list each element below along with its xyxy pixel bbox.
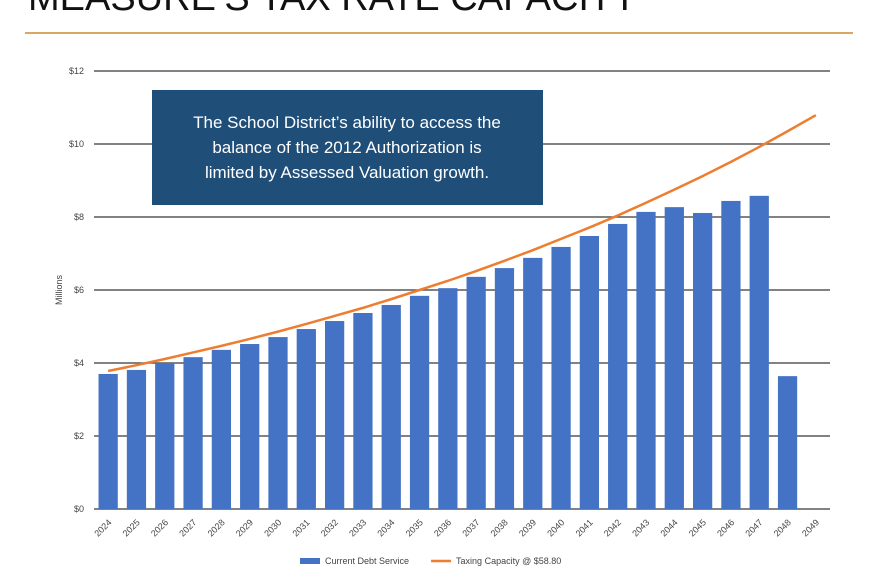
bar bbox=[296, 329, 316, 509]
bar bbox=[777, 376, 798, 509]
bar bbox=[466, 276, 486, 509]
bar bbox=[438, 288, 458, 509]
bar bbox=[381, 304, 401, 509]
bar bbox=[126, 369, 147, 509]
bar bbox=[523, 257, 543, 509]
y-tick-label: $6 bbox=[74, 285, 84, 295]
bar bbox=[324, 321, 345, 509]
annotation-text: balance of the 2012 Authorization is bbox=[212, 138, 481, 157]
bar bbox=[749, 195, 769, 509]
y-axis-label: Millions bbox=[54, 275, 64, 306]
bar bbox=[551, 246, 571, 509]
bar bbox=[721, 200, 741, 509]
y-tick-label: $2 bbox=[74, 431, 84, 441]
annotation-text: The School District’s ability to access … bbox=[193, 113, 501, 132]
bar bbox=[211, 349, 232, 509]
annotation-box bbox=[152, 90, 543, 205]
annotation-text: limited by Assessed Valuation growth. bbox=[205, 163, 489, 182]
bar bbox=[409, 295, 430, 509]
bar bbox=[636, 211, 656, 509]
bar bbox=[183, 357, 203, 509]
y-tick-label: $12 bbox=[69, 66, 84, 76]
bar bbox=[155, 363, 175, 509]
y-tick-label: $4 bbox=[74, 358, 84, 368]
chart-title: MEASURE’S TAX RATE CAPACITY bbox=[28, 0, 638, 19]
y-tick-label: $8 bbox=[74, 212, 84, 222]
bar bbox=[494, 268, 515, 509]
y-tick-label: $10 bbox=[69, 139, 84, 149]
bar bbox=[692, 212, 713, 510]
legend-swatch bbox=[300, 558, 320, 564]
legend-label: Current Debt Service bbox=[325, 556, 409, 566]
legend-label: Taxing Capacity @ $58.80 bbox=[456, 556, 561, 566]
y-tick-label: $0 bbox=[74, 504, 84, 514]
bar bbox=[608, 223, 628, 509]
bar bbox=[240, 344, 260, 509]
bar bbox=[353, 312, 373, 509]
bar bbox=[268, 337, 288, 509]
bar bbox=[579, 235, 600, 510]
line bbox=[107, 114, 817, 373]
bar bbox=[664, 207, 684, 509]
bar bbox=[98, 373, 118, 509]
